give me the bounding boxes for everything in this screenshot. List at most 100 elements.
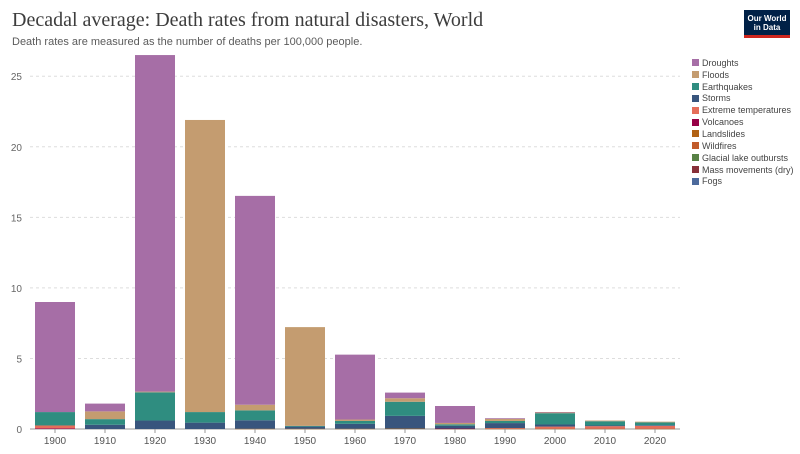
legend-label: Landslides	[702, 128, 746, 139]
bar-segment-extreme-temperatures[interactable]	[535, 426, 575, 429]
bar-segment-volcanoes[interactable]	[35, 428, 75, 429]
bar-segment-storms[interactable]	[85, 424, 125, 429]
legend-item[interactable]: Storms	[692, 93, 794, 105]
bar-segment-storms[interactable]	[335, 423, 375, 429]
bar-segment-earthquakes[interactable]	[185, 412, 225, 423]
legend-swatch	[692, 177, 699, 185]
x-tick-label: 1930	[194, 436, 217, 447]
bar-segment-landslides[interactable]	[535, 428, 575, 430]
bar-segment-landslides[interactable]	[635, 428, 675, 430]
legend-swatch	[692, 106, 699, 114]
bar-segment-droughts[interactable]	[135, 55, 175, 392]
bar-segment-earthquakes[interactable]	[85, 419, 125, 425]
y-tick-label: 20	[11, 143, 23, 154]
bar-segment-droughts[interactable]	[335, 354, 375, 420]
bar-segment-earthquakes[interactable]	[385, 401, 425, 416]
bar-segment-extreme-temperatures[interactable]	[35, 425, 75, 429]
bar-segment-earthquakes[interactable]	[235, 410, 275, 421]
legend-item[interactable]: Volcanoes	[692, 116, 794, 128]
legend-swatch	[692, 94, 699, 102]
bar-segment-storms[interactable]	[585, 425, 625, 427]
legend-label: Fogs	[702, 176, 723, 187]
bar-segment-landslides[interactable]	[485, 428, 525, 430]
logo-line-1: Our World	[747, 14, 787, 23]
legend-label: Floods	[702, 69, 730, 80]
bar-segment-storms[interactable]	[635, 425, 675, 426]
legend-swatch	[692, 71, 699, 79]
bar-segment-earthquakes[interactable]	[535, 413, 575, 425]
bar-segment-extreme-temperatures[interactable]	[485, 428, 525, 429]
legend-item[interactable]: Wildfires	[692, 140, 794, 152]
bar-segment-storms[interactable]	[535, 424, 575, 427]
bar-segment-floods[interactable]	[535, 412, 575, 414]
bar-segment-floods[interactable]	[385, 398, 425, 402]
legend-swatch	[692, 154, 699, 162]
owid-logo[interactable]: Our World in Data	[744, 10, 790, 38]
legend-label: Earthquakes	[702, 81, 753, 92]
legend-swatch	[692, 142, 699, 150]
chart-legend: Droughts Floods Earthquakes Storms Extreme t…	[692, 57, 794, 187]
bar-segment-floods[interactable]	[135, 391, 175, 393]
bar-segment-landslides[interactable]	[585, 428, 625, 430]
y-tick-label: 0	[16, 425, 22, 436]
bar-segment-floods[interactable]	[485, 418, 525, 421]
bar-segment-earthquakes[interactable]	[585, 421, 625, 426]
bar-segment-earthquakes[interactable]	[135, 392, 175, 421]
legend-label: Storms	[702, 93, 731, 104]
bar-segment-droughts[interactable]	[435, 405, 475, 423]
legend-label: Extreme temperatures	[702, 105, 792, 116]
bar-segment-storms[interactable]	[235, 420, 275, 429]
bar-segment-landslides[interactable]	[385, 428, 425, 430]
bar-segment-earthquakes[interactable]	[435, 424, 475, 426]
bar-segment-landslides[interactable]	[235, 428, 275, 430]
bar-segment-earthquakes[interactable]	[335, 420, 375, 424]
logo-line-2: in Data	[753, 23, 781, 32]
bar-segment-extreme-temperatures[interactable]	[635, 425, 675, 429]
x-tick-label: 2020	[644, 436, 667, 447]
bar-segment-droughts[interactable]	[85, 403, 125, 412]
bar-segment-droughts[interactable]	[385, 392, 425, 399]
bar-segment-floods[interactable]	[185, 119, 225, 413]
bar-segment-earthquakes[interactable]	[285, 425, 325, 427]
chart-subtitle: Death rates are measured as the number o…	[12, 36, 363, 48]
x-tick-label: 1900	[44, 436, 67, 447]
legend-item[interactable]: Extreme temperatures	[692, 104, 794, 116]
x-tick-label: 1990	[494, 436, 517, 447]
legend-label: Droughts	[702, 57, 739, 68]
legend-item[interactable]: Glacial lake outbursts	[692, 152, 794, 164]
bar-segment-landslides[interactable]	[335, 428, 375, 430]
legend-item[interactable]: Landslides	[692, 128, 794, 140]
bar-segment-earthquakes[interactable]	[485, 420, 525, 424]
bar-segment-storms[interactable]	[135, 420, 175, 429]
legend-item[interactable]: Earthquakes	[692, 81, 794, 93]
bar-segment-droughts[interactable]	[535, 412, 575, 413]
bar-segment-floods[interactable]	[635, 421, 675, 423]
bar-segment-floods[interactable]	[435, 422, 475, 425]
bar-segment-floods[interactable]	[335, 419, 375, 421]
bar-segment-droughts[interactable]	[485, 418, 525, 419]
bar-segment-earthquakes[interactable]	[35, 412, 75, 426]
bar-segment-storms[interactable]	[485, 423, 525, 429]
x-tick-label: 1910	[94, 436, 117, 447]
bar-segment-droughts[interactable]	[235, 195, 275, 405]
legend-item[interactable]: Fogs	[692, 175, 794, 187]
legend-item[interactable]: Mass movements (dry)	[692, 164, 794, 176]
legend-item[interactable]: Droughts	[692, 57, 794, 69]
bar-segment-storms[interactable]	[435, 425, 475, 429]
x-tick-label: 1960	[344, 436, 367, 447]
bar-segment-floods[interactable]	[285, 327, 325, 426]
bar-segment-storms[interactable]	[185, 422, 225, 429]
x-tick-label: 1970	[394, 436, 417, 447]
bar-segment-earthquakes[interactable]	[635, 422, 675, 426]
bar-segment-extreme-temperatures[interactable]	[585, 426, 625, 429]
bar-segment-floods[interactable]	[85, 411, 125, 420]
bar-segment-landslides[interactable]	[285, 428, 325, 430]
bar-segment-storms[interactable]	[285, 426, 325, 429]
legend-item[interactable]: Floods	[692, 69, 794, 81]
bar-segment-storms[interactable]	[385, 415, 425, 429]
bar-segment-volcanoes[interactable]	[435, 428, 475, 430]
bar-segment-floods[interactable]	[235, 404, 275, 411]
bar-segment-floods[interactable]	[585, 420, 625, 422]
bar-segment-droughts[interactable]	[35, 302, 75, 413]
